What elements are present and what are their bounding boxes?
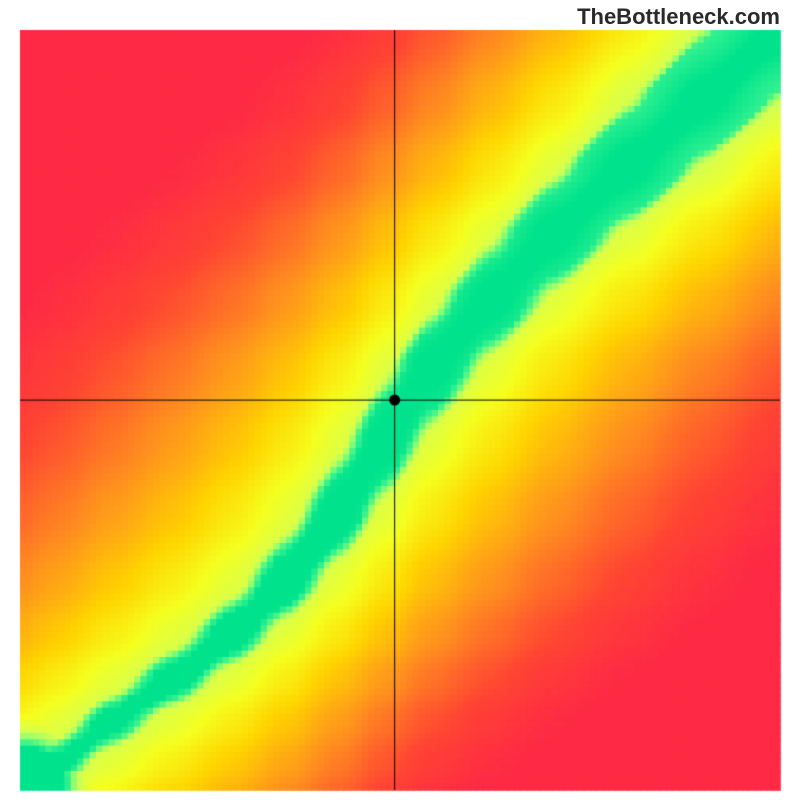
chart-container: TheBottleneck.com bbox=[0, 0, 800, 800]
heatmap-canvas bbox=[0, 0, 800, 800]
